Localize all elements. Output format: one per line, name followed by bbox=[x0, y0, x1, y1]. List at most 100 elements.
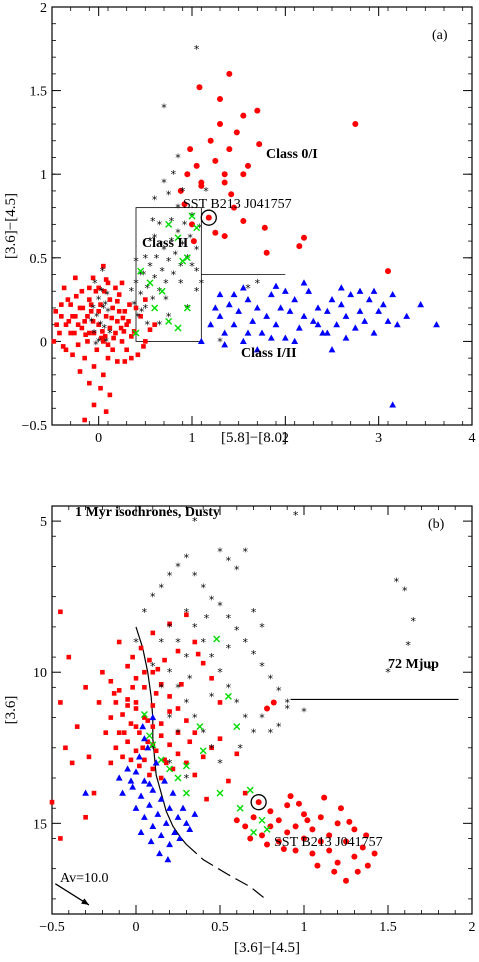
a-black-star-point: * bbox=[154, 252, 160, 265]
b-red-square-point bbox=[130, 654, 135, 660]
b-red-square-point bbox=[116, 688, 122, 693]
mass-limit-label: 72 Mjup bbox=[388, 657, 439, 672]
a-red-circle-point bbox=[231, 204, 237, 211]
b-red-circle-point bbox=[259, 832, 265, 839]
b-red-square-point bbox=[167, 694, 172, 699]
b-black-star-point: * bbox=[284, 696, 290, 709]
b-red-square-point bbox=[96, 700, 102, 705]
a-blue-triangle-point bbox=[379, 301, 387, 308]
b-red-circle-point bbox=[250, 814, 257, 821]
b-black-star-point: * bbox=[226, 554, 232, 567]
a-black-star-point: * bbox=[96, 294, 102, 307]
a-blue-triangle-point bbox=[370, 287, 378, 294]
b-red-square-point bbox=[86, 754, 92, 760]
a-red-circle-point bbox=[263, 249, 270, 256]
a-black-star-point: * bbox=[105, 305, 111, 318]
b-red-square-point bbox=[145, 739, 151, 745]
a-red-square-point bbox=[79, 288, 85, 294]
a-red-circle-point bbox=[184, 171, 191, 178]
b-red-square-point bbox=[142, 669, 147, 675]
b-blue-triangle-point bbox=[152, 759, 160, 766]
a-blue-triangle-point bbox=[389, 401, 397, 408]
a-blue-triangle-point bbox=[361, 317, 369, 324]
b-blue-triangle-point bbox=[129, 783, 137, 790]
a-red-square-point bbox=[96, 322, 101, 327]
b-red-square-point bbox=[158, 775, 164, 781]
a-blue-triangle-point bbox=[267, 334, 275, 341]
b-black-star-point: * bbox=[237, 742, 243, 755]
b-red-square-point bbox=[140, 745, 146, 751]
b-red-circle-point bbox=[354, 868, 361, 875]
panel-a-xlabel: [5.8]−[8.0] bbox=[221, 430, 287, 446]
b-blue-triangle-point bbox=[135, 753, 143, 760]
b-black-star-point: * bbox=[259, 621, 265, 634]
b-blue-triangle-point bbox=[183, 819, 190, 826]
a-black-star-point: * bbox=[157, 285, 163, 298]
a-red-square-point bbox=[110, 305, 115, 311]
isochrone-solid bbox=[135, 626, 187, 845]
b-red-square-point bbox=[103, 730, 109, 735]
b-black-star-point: * bbox=[385, 666, 391, 679]
panel-a-ylabel: [3.6]−[4.5] bbox=[3, 193, 19, 259]
a-blue-triangle-point bbox=[433, 321, 440, 328]
b-red-circle-point bbox=[301, 835, 307, 842]
a-red-square-point bbox=[129, 334, 134, 339]
b-blue-triangle-point bbox=[137, 792, 145, 799]
a-black-star-point: * bbox=[175, 227, 181, 240]
b-red-circle-point bbox=[337, 805, 344, 812]
b-black-star-point: * bbox=[242, 712, 248, 725]
a-red-square-point bbox=[87, 297, 92, 302]
a-red-square-point bbox=[91, 364, 97, 369]
a-red-circle-point bbox=[301, 234, 307, 241]
a-red-square-point bbox=[102, 334, 108, 339]
b-red-square-point bbox=[133, 748, 139, 754]
b-black-star-point: * bbox=[133, 636, 139, 649]
b-red-square-point bbox=[147, 772, 152, 778]
a-red-circle-point bbox=[240, 112, 247, 119]
b-blue-triangle-point bbox=[169, 789, 177, 796]
a-black-star-point: * bbox=[166, 255, 172, 268]
b-red-circle-point bbox=[264, 705, 271, 712]
b-black-star-point: * bbox=[192, 515, 198, 528]
b-black-star-point: * bbox=[234, 696, 240, 709]
b-green-cross-point bbox=[145, 732, 153, 740]
a-black-star-point: * bbox=[161, 177, 167, 190]
a-blue-triangle-point bbox=[207, 321, 215, 328]
a-black-star-point: * bbox=[255, 277, 261, 290]
a-green-cross-point bbox=[137, 267, 145, 275]
b-black-star-point: * bbox=[410, 615, 416, 628]
b-black-star-point: * bbox=[184, 651, 190, 664]
a-black-star-point: * bbox=[104, 289, 110, 302]
a-red-square-point bbox=[141, 344, 146, 349]
a-red-circle-point bbox=[189, 221, 195, 228]
b-red-square-point bbox=[167, 742, 172, 748]
b-blue-triangle-point bbox=[119, 789, 126, 796]
a-red-square-point bbox=[152, 322, 157, 327]
a-blue-triangle-point bbox=[244, 296, 252, 303]
class-ii-label: Class II bbox=[142, 236, 188, 251]
b-red-circle-point bbox=[280, 846, 287, 853]
b-red-square-point bbox=[58, 836, 63, 841]
x-tick-label: 0 bbox=[133, 920, 140, 935]
a-blue-triangle-point bbox=[230, 321, 238, 328]
b-red-square-point bbox=[150, 703, 156, 708]
x-tick-label: 1 bbox=[189, 431, 196, 446]
b-red-square-point bbox=[125, 663, 130, 669]
a-red-square-point bbox=[101, 372, 106, 378]
panel-b-xlabel: [3.6]−[4.5] bbox=[234, 940, 300, 956]
a-red-square-point bbox=[127, 302, 132, 307]
a-blue-triangle-point bbox=[235, 307, 243, 314]
isochrone-dashed bbox=[185, 844, 266, 900]
b-black-star-point: * bbox=[276, 684, 282, 697]
b-black-star-point: * bbox=[184, 551, 190, 564]
a-red-circle-point bbox=[352, 121, 359, 128]
b-black-star-point: * bbox=[268, 727, 274, 740]
a-green-cross-point bbox=[179, 257, 187, 265]
a-blue-triangle-point bbox=[314, 321, 322, 328]
a-blue-triangle-point bbox=[272, 282, 280, 289]
b-red-square-point bbox=[150, 669, 156, 675]
a-black-star-point: * bbox=[194, 43, 200, 56]
b-red-circle-point bbox=[334, 859, 341, 866]
b-black-star-point: * bbox=[158, 636, 164, 649]
panel-a: 0 1 2 3 4−0.500.511.52 *********************… bbox=[3, 1, 476, 446]
